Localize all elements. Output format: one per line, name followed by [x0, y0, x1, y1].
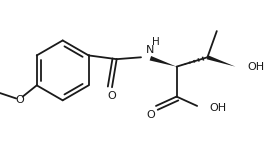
Text: O: O: [108, 91, 116, 101]
Text: N: N: [146, 45, 154, 55]
Text: O: O: [16, 95, 24, 105]
Text: H: H: [152, 37, 160, 47]
Polygon shape: [150, 56, 177, 67]
Text: OH: OH: [209, 103, 227, 113]
Text: O: O: [146, 110, 155, 120]
Polygon shape: [207, 55, 235, 67]
Text: OH: OH: [248, 62, 264, 72]
